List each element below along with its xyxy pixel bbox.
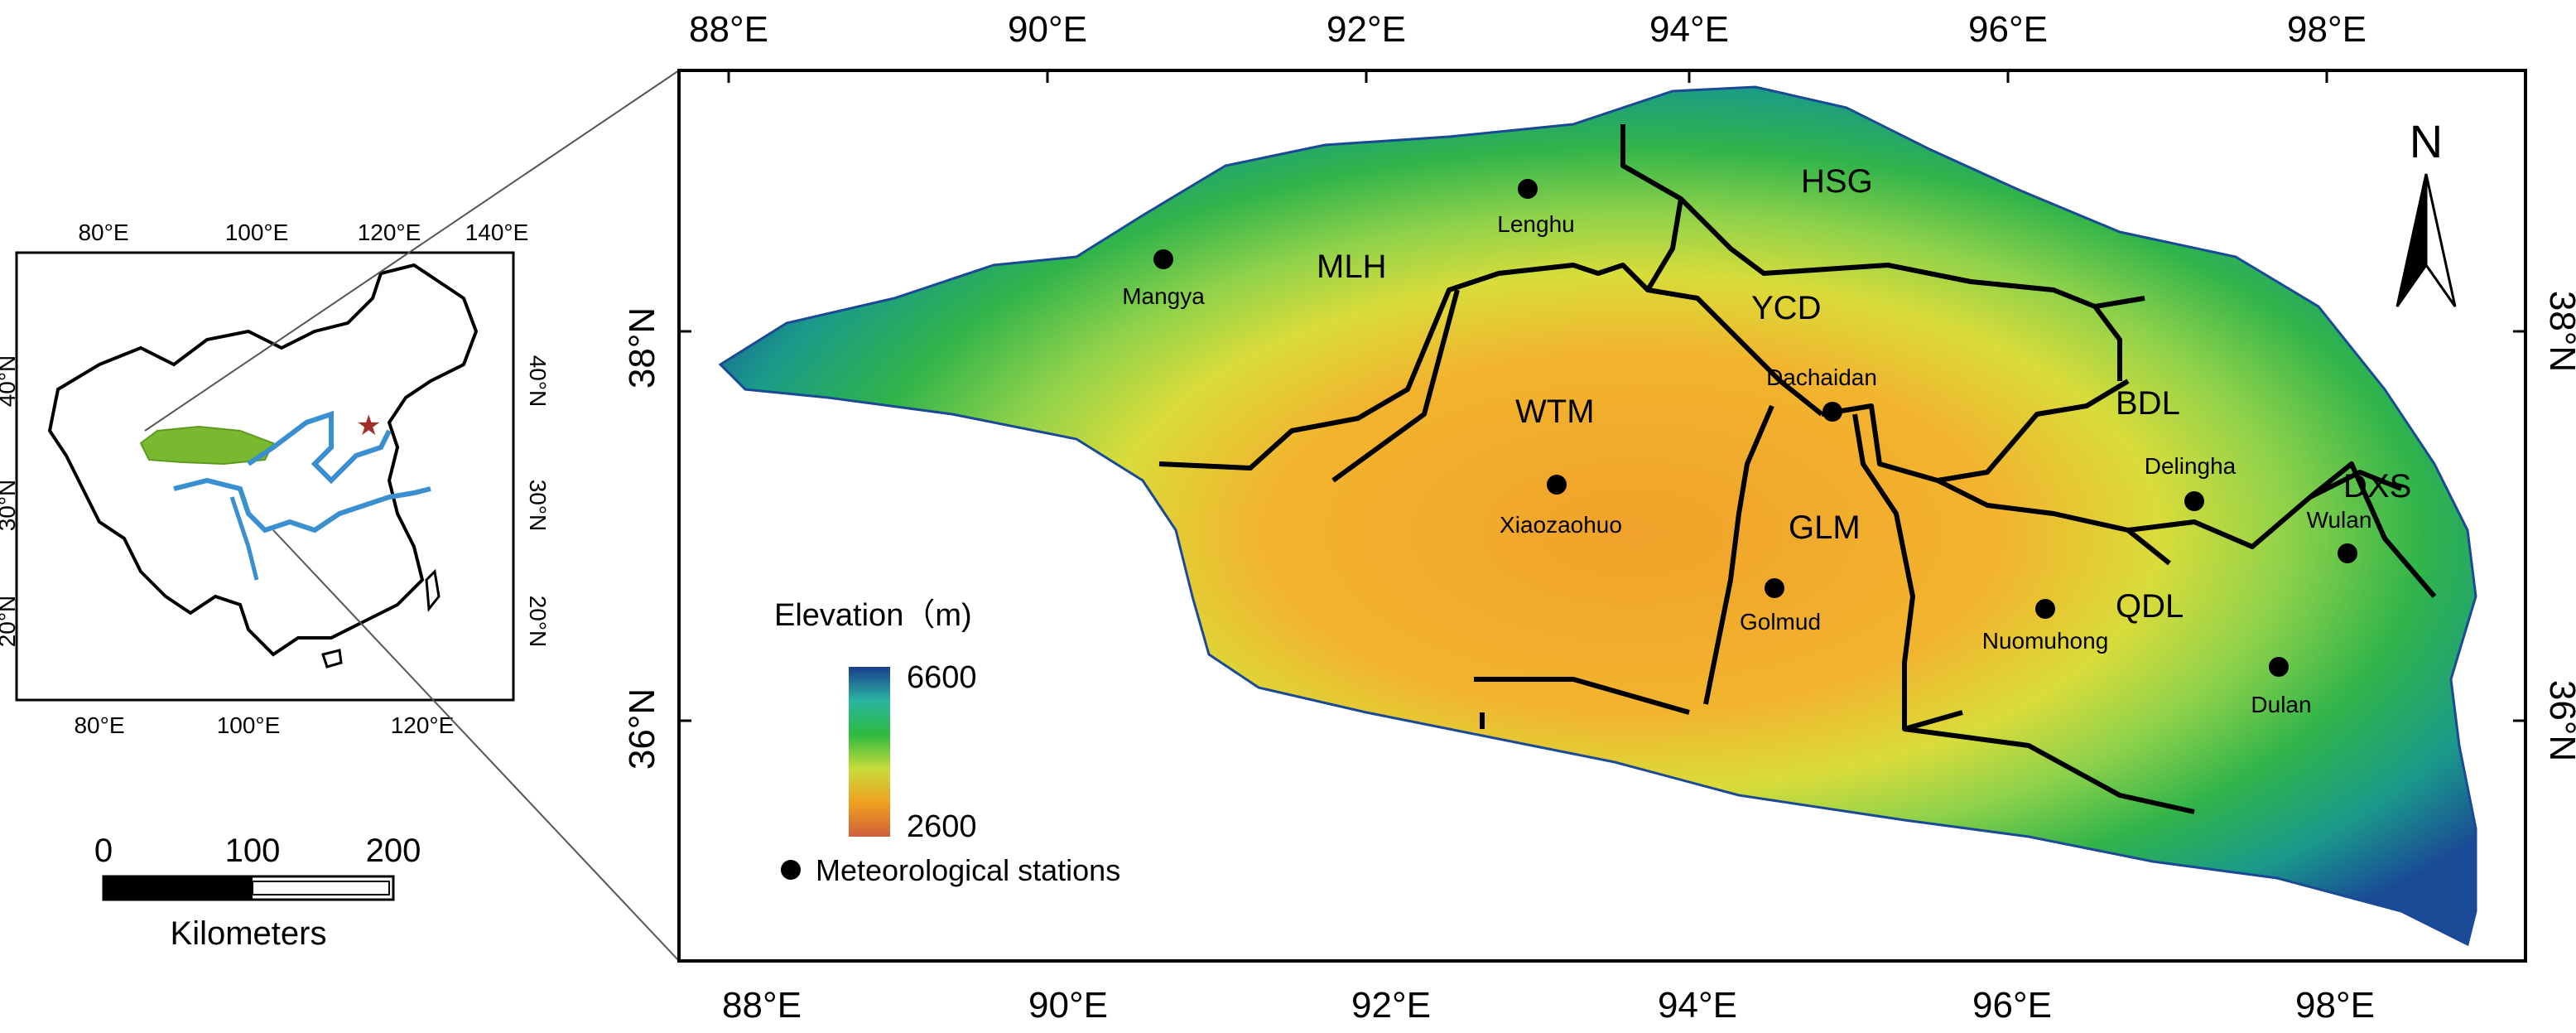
region-labels: HSG MLH YCD WTM BDL DXS GLM QDL	[1317, 163, 2411, 625]
region-YCD: YCD	[1751, 290, 1821, 326]
lon-top-88: 88°E	[689, 9, 768, 50]
terrain	[718, 85, 2477, 947]
scale-unit: Kilometers	[171, 915, 327, 952]
lon-bottom-90: 90°E	[1028, 985, 1108, 1026]
inset-lat-right-1: 30°N	[525, 480, 551, 532]
region-GLM: GLM	[1789, 509, 1861, 546]
scale-tick-0: 0	[94, 833, 113, 869]
connector-line-top	[144, 70, 680, 432]
inset-lon-top-2: 120°E	[358, 220, 421, 245]
north-arrow-icon: N	[2395, 115, 2457, 307]
lat-right-38: 38°N	[2542, 291, 2576, 372]
lon-top-96: 96°E	[1968, 9, 2048, 50]
lon-bottom-92: 92°E	[1351, 985, 1431, 1026]
region-MLH: MLH	[1317, 249, 1386, 285]
station-lenghu: Lenghu	[1497, 211, 1574, 237]
inset-lon-top-0: 80°E	[78, 220, 128, 245]
station-marker-lenghu	[1518, 179, 1538, 199]
inset-lon-bottom-1: 100°E	[217, 712, 281, 738]
legend: Elevation（m) 6600 2600 Meteorological st…	[774, 598, 1120, 887]
north-label: N	[2410, 115, 2443, 167]
station-marker-wulan	[2338, 543, 2357, 563]
station-marker-nuomuhong	[2035, 599, 2055, 619]
station-marker-mangya	[1153, 249, 1173, 269]
legend-min: 2600	[907, 809, 977, 844]
region-boundaries	[1158, 124, 2437, 814]
inset-map: ★ 80°E 100°E 120°E 140°E 80°E 100°E 120°…	[0, 220, 551, 738]
inset-lon-top-1: 100°E	[225, 220, 289, 245]
inset-lon-bottom-2: 120°E	[391, 712, 455, 738]
main-map: HSG MLH YCD WTM BDL DXS GLM QDL Lenghu M…	[622, 9, 2576, 1026]
inset-lon-top-3: 140°E	[465, 220, 529, 245]
scale-tick-200: 200	[366, 833, 421, 869]
inset-lat-left-1: 30°N	[0, 480, 20, 532]
region-HSG: HSG	[1801, 163, 1873, 200]
legend-station-marker	[781, 860, 801, 880]
station-xiaozaohuo: Xiaozaohuo	[1500, 512, 1622, 538]
lat-left-38: 38°N	[622, 307, 662, 389]
inset-lon-bottom-0: 80°E	[74, 712, 124, 738]
star-icon: ★	[356, 409, 381, 442]
station-dulan: Dulan	[2251, 692, 2311, 717]
station-marker-dulan	[2269, 657, 2289, 677]
region-WTM: WTM	[1515, 393, 1595, 430]
station-delingha: Delingha	[2145, 453, 2237, 479]
stations: Lenghu Mangya Dachaidan Xiaozaohuo Delin…	[1122, 179, 2371, 717]
lon-top-98: 98°E	[2287, 9, 2367, 50]
station-marker-delingha	[2184, 491, 2204, 511]
region-DXS: DXS	[2343, 468, 2411, 504]
region-QDL: QDL	[2116, 588, 2184, 625]
station-mangya: Mangya	[1122, 283, 1205, 309]
station-dachaidan: Dachaidan	[1766, 364, 1877, 390]
lon-top-90: 90°E	[1008, 9, 1087, 50]
inset-lat-left-0: 40°N	[0, 355, 20, 408]
yangtze-river	[173, 477, 431, 533]
inset-lat-right-0: 40°N	[525, 355, 551, 408]
lon-bottom-98: 98°E	[2295, 985, 2375, 1026]
legend-station-label: Meteorological stations	[816, 853, 1120, 887]
station-marker-dachaidan	[1822, 402, 1842, 422]
lon-bottom-96: 96°E	[1972, 985, 2052, 1026]
legend-title: Elevation（m)	[774, 598, 972, 633]
lon-bottom-88: 88°E	[722, 985, 802, 1026]
inset-lat-left-2: 20°N	[0, 596, 20, 648]
lon-top-92: 92°E	[1327, 9, 1406, 50]
inset-lat-right-2: 20°N	[525, 596, 551, 648]
station-marker-golmud	[1765, 578, 1784, 598]
yellow-river	[247, 410, 392, 485]
lon-bottom-94: 94°E	[1658, 985, 1737, 1026]
region-BDL: BDL	[2116, 385, 2180, 422]
lon-top-94: 94°E	[1649, 9, 1729, 50]
legend-max: 6600	[907, 660, 977, 695]
station-marker-xiaozaohuo	[1547, 475, 1567, 495]
lat-left-36: 36°N	[622, 688, 662, 770]
scale-tick-100: 100	[225, 833, 281, 869]
station-golmud: Golmud	[1740, 609, 1821, 635]
lat-right-36: 36°N	[2542, 680, 2576, 761]
station-wulan: Wulan	[2307, 507, 2372, 533]
connector-line-bottom	[272, 529, 680, 962]
station-nuomuhong: Nuomuhong	[1982, 628, 2109, 654]
scale-bar: 0 100 200 Kilometers	[94, 833, 421, 952]
legend-colorbar	[849, 667, 890, 837]
